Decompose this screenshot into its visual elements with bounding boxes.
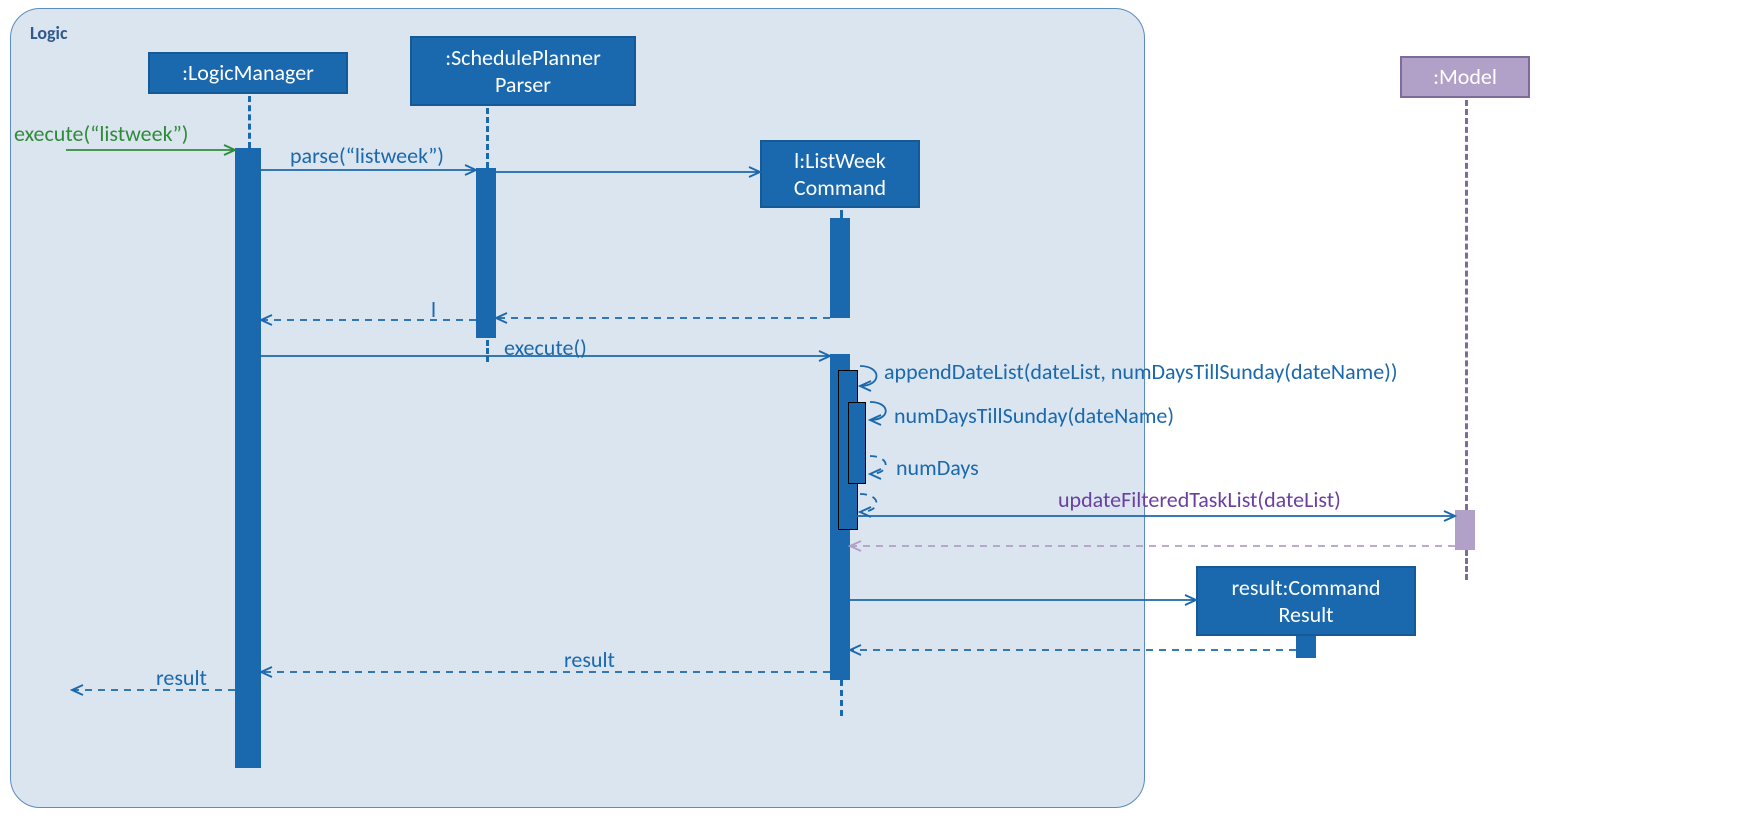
message-result-left: result (156, 664, 207, 691)
model-activation (1455, 510, 1475, 550)
schedule-planner-parser-head: :SchedulePlannerParser (410, 36, 636, 106)
message-result-mid: result (564, 646, 615, 673)
list-week-command-inner-activation-2 (848, 402, 866, 484)
message-execute: execute() (504, 334, 587, 361)
schedule-planner-parser-activation (476, 168, 496, 338)
message-parse-listweek: parse(“listweek”) (290, 142, 444, 169)
logic-manager-head: :LogicManager (148, 52, 348, 94)
list-week-command-activation-1 (830, 218, 850, 318)
command-result-activation (1296, 636, 1316, 658)
schedule-planner-parser-lifeline-bot (486, 340, 489, 362)
message-update-filtered: updateFilteredTaskList(dateList) (1058, 486, 1341, 513)
command-result-head: result:CommandResult (1196, 566, 1416, 636)
logic-manager-lifeline (248, 96, 251, 148)
message-append-date-list: appendDateList(dateList, numDaysTillSund… (884, 358, 1398, 385)
logic-frame-label: Logic (30, 22, 68, 44)
message-num-days: numDays (896, 454, 979, 481)
list-week-command-lifeline-top (840, 210, 843, 218)
message-return-l: l (431, 296, 436, 323)
schedule-planner-parser-lifeline-top (486, 108, 489, 168)
message-num-days-till-sunday: numDaysTillSunday(dateName) (894, 402, 1174, 429)
model-lifeline-bot (1465, 550, 1468, 580)
list-week-command-lifeline-bot (840, 680, 843, 716)
list-week-command-head: l:ListWeekCommand (760, 140, 920, 208)
model-lifeline (1465, 100, 1468, 510)
logic-manager-activation (235, 148, 261, 768)
message-execute-listweek: execute(“listweek”) (14, 120, 188, 147)
model-head: :Model (1400, 56, 1530, 98)
